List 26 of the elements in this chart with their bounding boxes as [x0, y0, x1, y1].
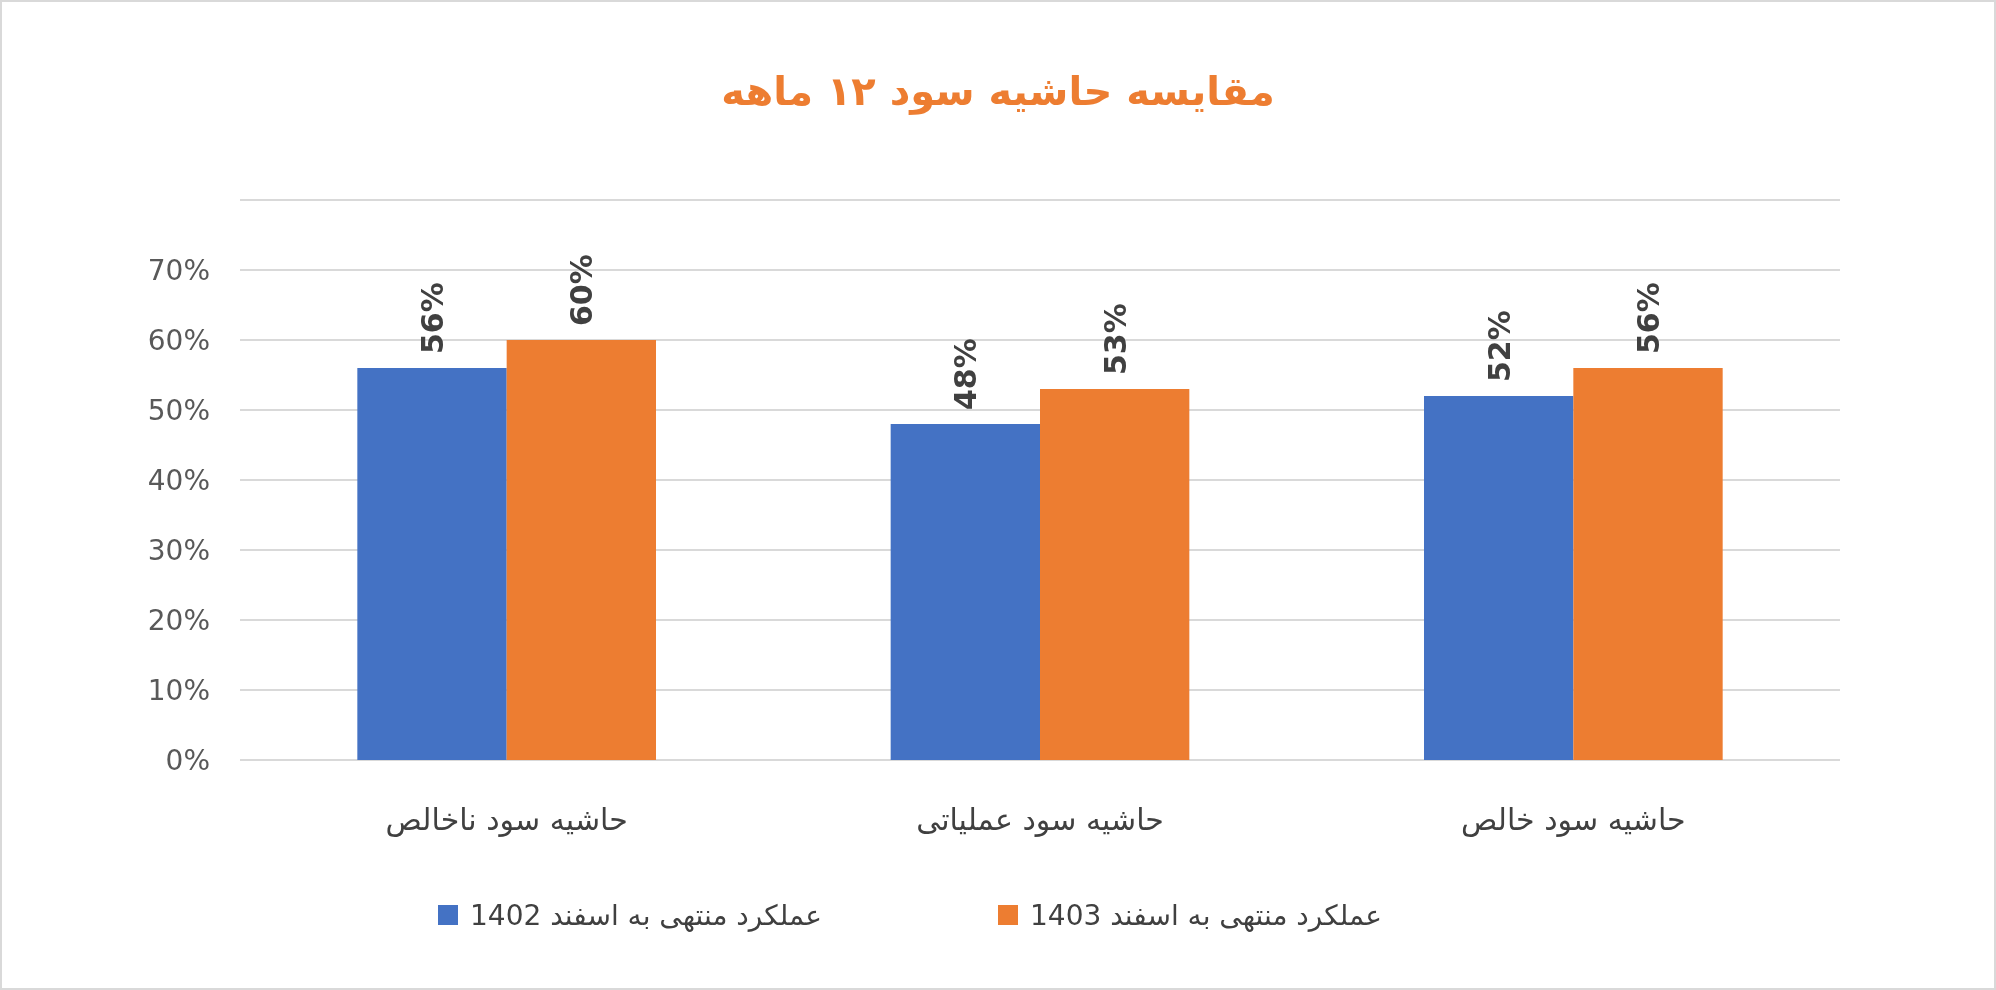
x-tick-label: حاشیه سود خالص — [1461, 802, 1686, 837]
chart-title: مقایسه حاشیه سود ۱۲ ماهه — [721, 68, 1275, 115]
data-label: 56% — [1631, 282, 1666, 354]
y-tick-label: 60% — [147, 324, 210, 357]
data-label: 60% — [564, 254, 600, 326]
data-label: 53% — [1097, 303, 1133, 375]
bar — [1424, 396, 1574, 760]
y-tick-label: 40% — [147, 464, 210, 497]
bar — [357, 368, 507, 760]
x-tick-label: حاشیه سود عملیاتی — [916, 802, 1164, 837]
data-label: 48% — [948, 338, 984, 410]
bar — [1040, 389, 1190, 760]
legend-item: عملکرد منتهی به اسفند 1403 — [998, 899, 1382, 932]
bar — [506, 340, 656, 760]
y-tick-label: 30% — [147, 534, 210, 567]
y-tick-label: 70% — [147, 254, 210, 287]
data-label: 52% — [1481, 310, 1517, 382]
bar — [1573, 368, 1723, 760]
data-label: 56% — [415, 282, 450, 354]
bar — [890, 424, 1040, 760]
legend-item: عملکرد منتهی به اسفند 1402 — [438, 899, 822, 932]
y-tick-label: 50% — [147, 394, 210, 427]
y-tick-label: 10% — [147, 674, 210, 707]
y-tick-label: 20% — [147, 604, 210, 637]
y-tick-label: 0% — [165, 744, 210, 777]
x-tick-label: حاشیه سود ناخالص — [385, 802, 628, 837]
